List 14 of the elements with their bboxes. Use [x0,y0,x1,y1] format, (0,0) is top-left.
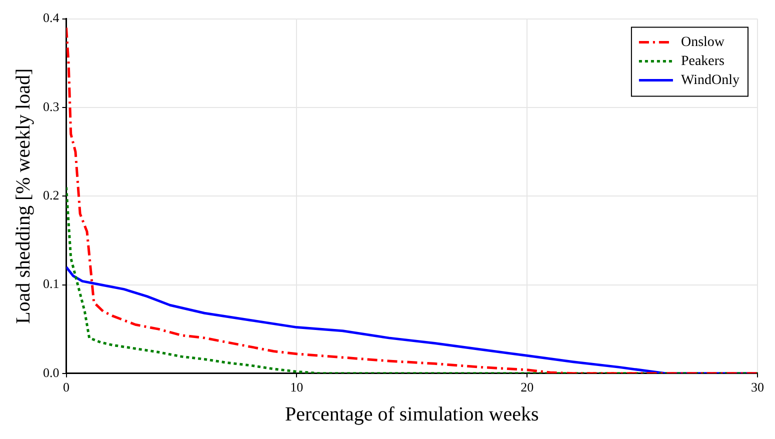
y-tick-label: 0.0 [43,364,60,380]
y-tick-label: 0.2 [43,188,60,203]
legend-label: Onslow [680,34,726,50]
x-axis-title: Percentage of simulation weeks [284,403,539,426]
x-tick-label: 0 [63,380,70,395]
y-axis-title: Load shedding [% weekly load] [12,68,34,324]
y-tick-label: 0.4 [43,10,60,26]
x-tick-label: 20 [520,380,534,395]
legend-label: Peakers [680,54,725,69]
x-tick-label: 10 [290,380,304,395]
x-tick-label: 30 [751,380,764,395]
legend-label: WindOnly [680,72,740,88]
y-tick-label: 0.1 [43,276,60,292]
y-tick-label: 0.3 [43,98,60,114]
